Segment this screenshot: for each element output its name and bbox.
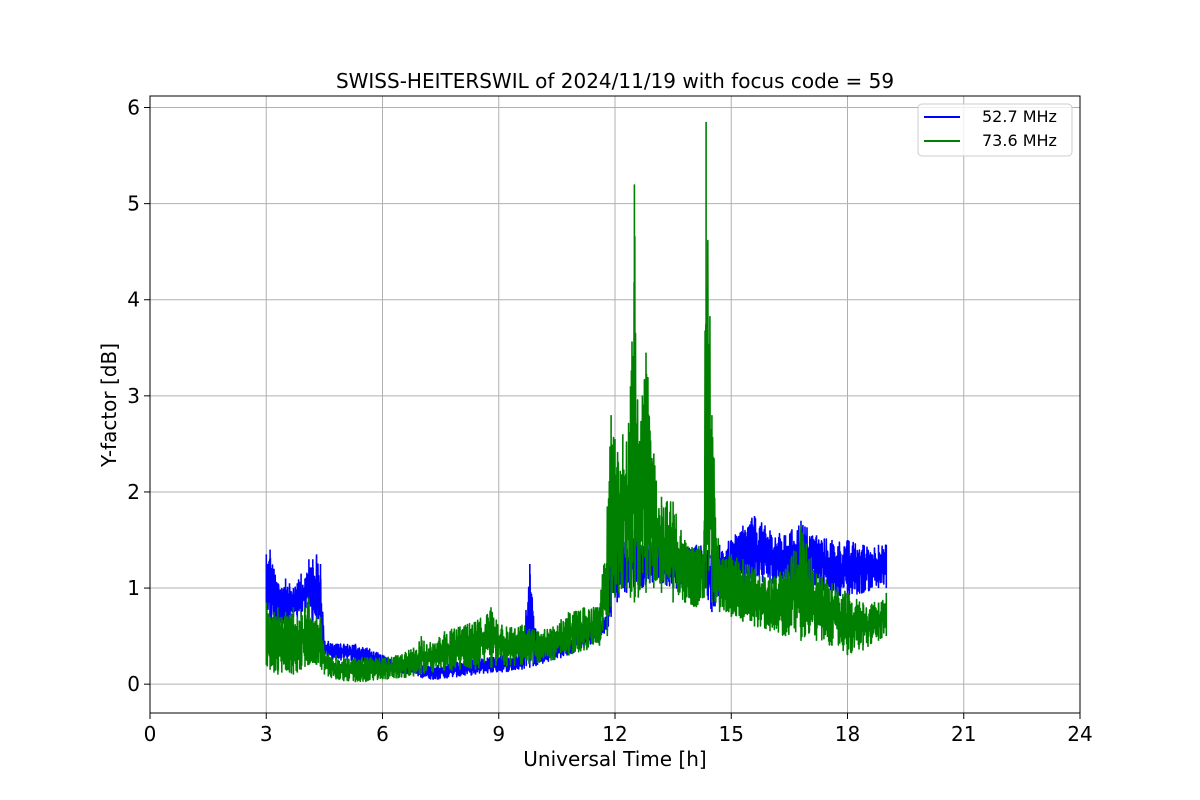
y-tick-label: 2 <box>127 480 140 504</box>
y-tick-label: 6 <box>127 96 140 120</box>
legend-label-52-7: 52.7 MHz <box>982 107 1057 126</box>
y-tick-label: 3 <box>127 384 140 408</box>
series-line-73-6-mhz <box>265 121 888 683</box>
x-axis-label: Universal Time [h] <box>523 747 706 771</box>
y-tick-label: 1 <box>127 576 140 600</box>
y-axis: 0 1 2 3 4 5 6 <box>127 96 150 696</box>
x-tick-label: 21 <box>951 722 976 746</box>
x-tick-label: 3 <box>260 722 273 746</box>
y-axis-label: Y-factor [dB] <box>97 343 121 468</box>
x-axis: 0 3 6 9 12 15 18 21 24 <box>144 713 1093 746</box>
x-tick-label: 18 <box>835 722 860 746</box>
legend: 52.7 MHz 73.6 MHz <box>917 103 1073 157</box>
x-tick-label: 12 <box>602 722 627 746</box>
y-tick-label: 4 <box>127 288 140 312</box>
series-layer <box>265 121 888 683</box>
x-tick-label: 15 <box>719 722 744 746</box>
x-tick-label: 9 <box>492 722 505 746</box>
y-tick-label: 5 <box>127 192 140 216</box>
y-tick-label: 0 <box>127 672 140 696</box>
chart-title: SWISS-HEITERSWIL of 2024/11/19 with focu… <box>336 69 894 93</box>
x-tick-label: 24 <box>1067 722 1092 746</box>
x-tick-label: 6 <box>376 722 389 746</box>
x-tick-label: 0 <box>144 722 157 746</box>
legend-label-73-6: 73.6 MHz <box>982 131 1057 150</box>
